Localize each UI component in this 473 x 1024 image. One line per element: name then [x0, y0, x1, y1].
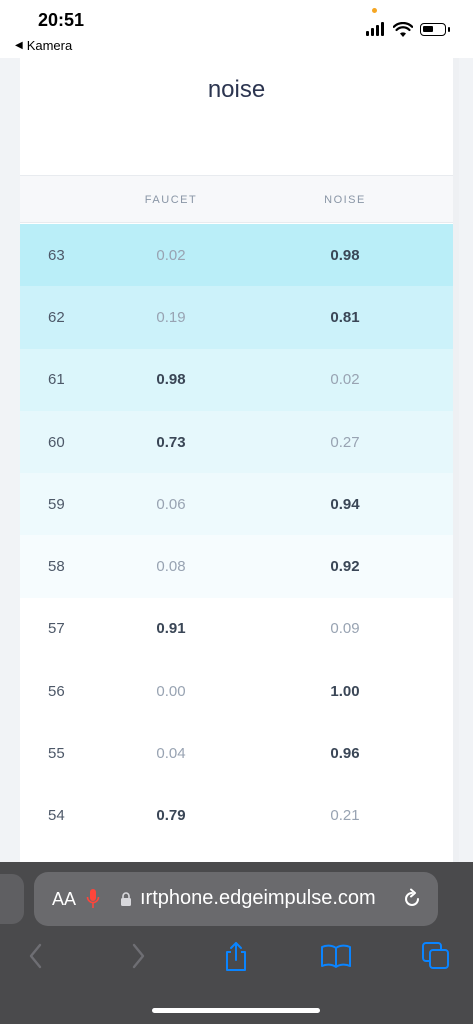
bookmarks-button[interactable]: [320, 940, 352, 972]
table-row: 61 0.98 0.02: [20, 348, 453, 411]
row-index: 54: [48, 807, 65, 825]
browser-bottom-bar: AA ırtphone.edgeimpulse.com: [0, 862, 473, 1024]
noise-score: 0.98: [330, 246, 360, 264]
wifi-icon: [393, 22, 413, 37]
faucet-score: 0.04: [156, 745, 186, 763]
cellular-signal-icon: [366, 22, 384, 36]
reload-icon[interactable]: [400, 887, 424, 911]
forward-button[interactable]: [122, 940, 154, 972]
address-bar[interactable]: AA ırtphone.edgeimpulse.com: [34, 872, 438, 926]
row-index: 57: [48, 620, 65, 638]
table-row: 59 0.06 0.94: [20, 473, 453, 536]
noise-score: 0.92: [330, 558, 360, 576]
table-body: 63 0.02 0.98 62 0.19 0.81 61 0.98 0.02 6…: [20, 224, 453, 847]
card-title: noise: [207, 76, 266, 103]
faucet-score: 0.79: [156, 807, 186, 825]
privacy-indicator-icon: [372, 8, 377, 13]
row-index: 63: [48, 246, 65, 264]
table-row: 54 0.79 0.21: [20, 784, 453, 847]
noise-score: 0.96: [330, 745, 360, 763]
row-index: 62: [48, 308, 65, 326]
back-button[interactable]: [20, 940, 52, 972]
faucet-score: 0.73: [156, 433, 186, 451]
url-text: ırtphone.edgeimpulse.com: [140, 887, 376, 909]
back-arrow-icon: [29, 943, 42, 969]
table-row: 56 0.00 1.00: [20, 660, 453, 723]
previous-tab-preview[interactable]: [0, 874, 24, 924]
faucet-score: 0.00: [156, 682, 186, 700]
tabs-button[interactable]: [420, 940, 452, 972]
row-index: 59: [48, 495, 65, 513]
bookmarks-icon: [321, 944, 351, 968]
table-row: 55 0.04 0.96: [20, 722, 453, 785]
noise-score: 0.21: [330, 807, 360, 825]
tabs-icon: [422, 942, 449, 969]
table-row: 60 0.73 0.27: [20, 410, 453, 474]
page-margin-right: [459, 58, 473, 864]
text-size-label: AA: [52, 889, 77, 909]
noise-score: 1.00: [330, 682, 360, 700]
page-margin-left: [0, 58, 20, 864]
back-to-app-button[interactable]: ◀ Kamera: [15, 38, 72, 53]
noise-score: 0.09: [330, 620, 360, 638]
table-row: 57 0.91 0.09: [20, 597, 453, 661]
status-bar: 20:51 ◀ Kamera: [0, 0, 473, 58]
faucet-score: 0.98: [156, 371, 186, 389]
faucet-score: 0.19: [156, 308, 186, 326]
noise-score: 0.02: [330, 371, 360, 389]
share-icon: [226, 942, 246, 971]
row-index: 61: [48, 371, 65, 389]
column-header-index: [20, 176, 95, 224]
back-app-label: Kamera: [26, 38, 73, 53]
share-button[interactable]: [220, 940, 252, 972]
results-card: noise FAUCET NOISE 63 0.02 0.98 62 0.19 …: [20, 58, 453, 864]
column-header-faucet: FAUCET: [144, 194, 198, 206]
noise-score: 0.81: [330, 308, 360, 326]
table-row: 62 0.19 0.81: [20, 286, 453, 349]
home-indicator[interactable]: [152, 1008, 320, 1013]
row-index: 60: [48, 433, 65, 451]
text-size-button[interactable]: AA: [52, 889, 76, 910]
faucet-score: 0.06: [156, 495, 186, 513]
status-time: 20:51: [38, 10, 85, 30]
faucet-score: 0.08: [156, 558, 186, 576]
row-index: 56: [48, 682, 65, 700]
faucet-score: 0.91: [156, 620, 186, 638]
noise-score: 0.27: [330, 433, 360, 451]
table-header: FAUCET NOISE: [20, 175, 453, 223]
row-index: 55: [48, 745, 65, 763]
column-header-noise: NOISE: [324, 194, 366, 206]
back-triangle-icon: ◀: [15, 40, 23, 51]
table-row: 58 0.08 0.92: [20, 535, 453, 598]
faucet-score: 0.02: [156, 246, 186, 264]
forward-arrow-icon: [132, 943, 145, 969]
noise-score: 0.94: [330, 495, 360, 513]
lock-icon: [121, 892, 131, 906]
row-index: 58: [48, 558, 65, 576]
battery-icon: [420, 23, 450, 36]
mic-icon[interactable]: [86, 887, 100, 911]
table-row: 63 0.02 0.98: [20, 224, 453, 287]
browser-toolbar: [0, 936, 473, 980]
